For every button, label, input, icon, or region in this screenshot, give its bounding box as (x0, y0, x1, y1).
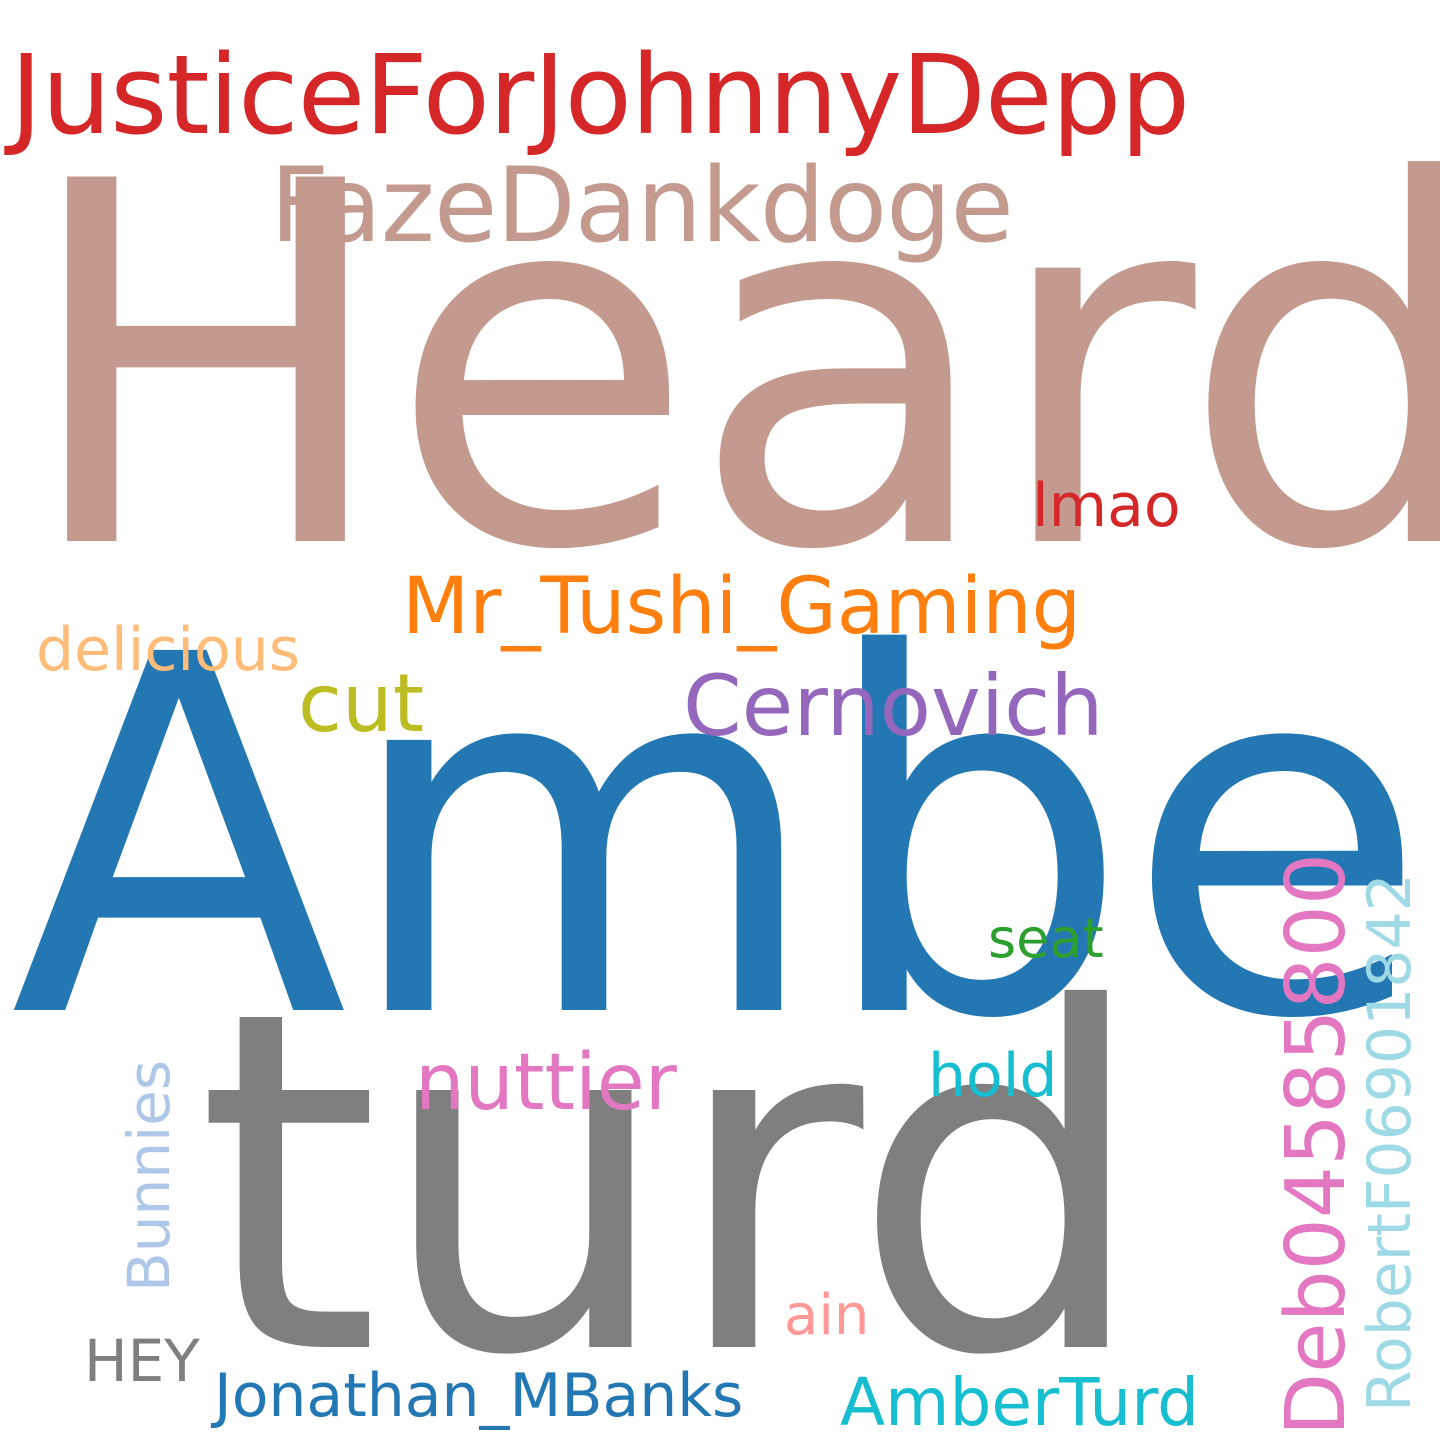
word-hey: HEY (84, 1327, 200, 1395)
word-nuttier: nuttier (415, 1038, 677, 1128)
word-ain: ain (784, 1283, 870, 1348)
word-lmao: lmao (1032, 471, 1181, 541)
word-delicious: delicious (36, 615, 300, 685)
word-heard: Heard (18, 77, 1440, 659)
word-cernovich: Cernovich (683, 657, 1104, 755)
word-jonathan-mbanks: Jonathan_MBanks (214, 1361, 744, 1431)
word-mr-tushi-gaming: Mr_Tushi_Gaming (402, 562, 1082, 652)
word-deb04585800: Deb04585800 (1269, 852, 1364, 1436)
word-hold: hold (928, 1041, 1058, 1111)
word-cut: cut (298, 657, 425, 750)
word-turd: turd (196, 911, 1149, 1440)
word-justiceforjohnnydepp: JusticeForJohnnyDepp (10, 31, 1190, 159)
word-robertf06901842: RobertF06901842 (1355, 873, 1425, 1412)
word-amberturd: AmberTurd (840, 1364, 1200, 1440)
word-seat: seat (988, 907, 1104, 970)
word-bunnies: Bunnies (115, 1059, 183, 1292)
word-fazedankdoge: FazeDankdoge (270, 146, 1014, 266)
word-amber: Amber (10, 551, 1440, 1127)
